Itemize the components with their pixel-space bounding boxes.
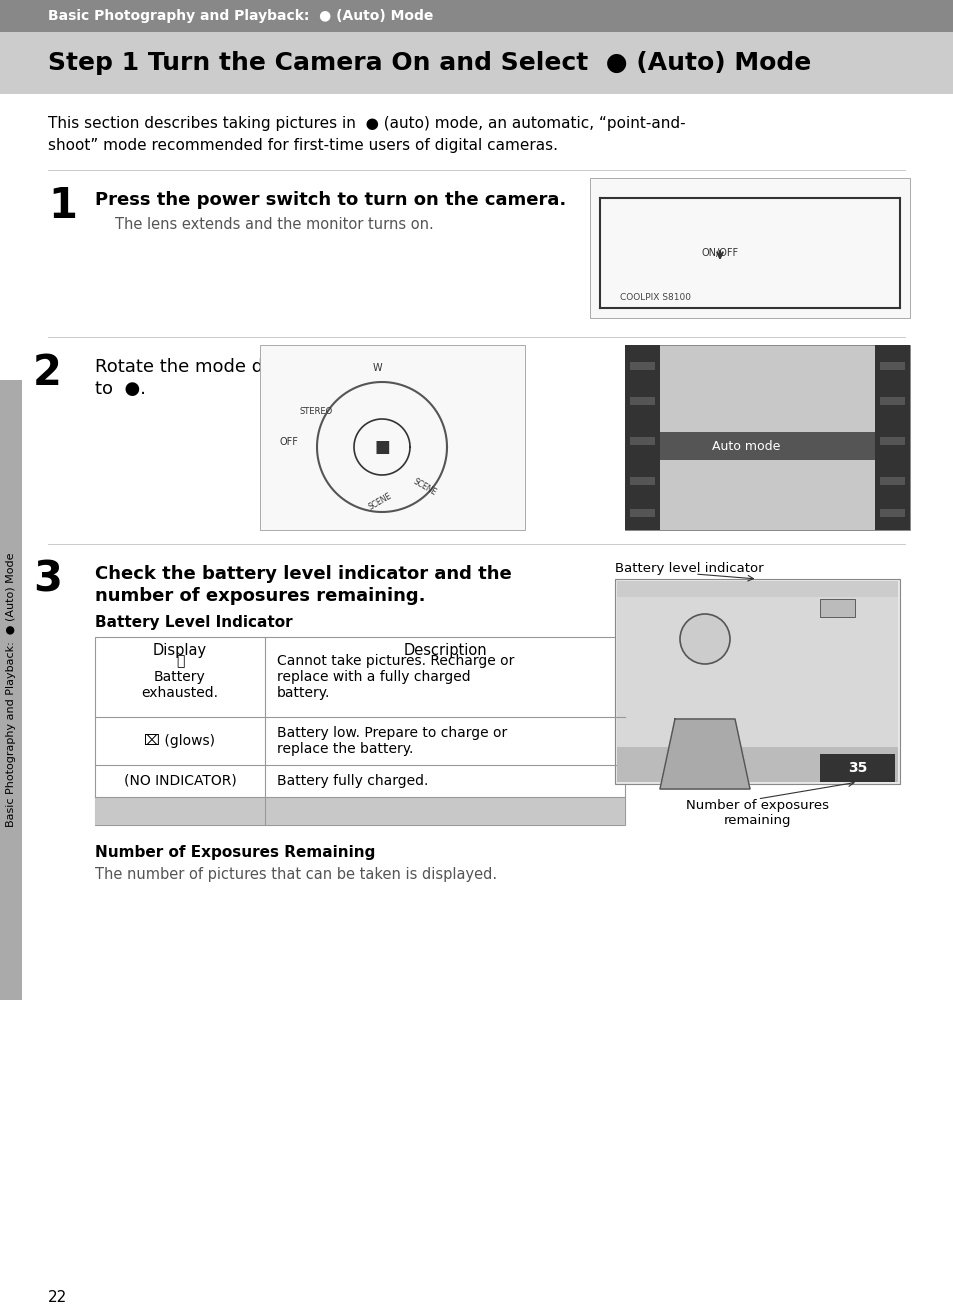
Text: Number of Exposures Remaining: Number of Exposures Remaining bbox=[95, 845, 375, 859]
Text: Battery level indicator: Battery level indicator bbox=[615, 562, 762, 576]
Text: 1: 1 bbox=[48, 185, 77, 227]
Bar bbox=[629, 438, 655, 445]
Text: Battery low. Prepare to charge or
replace the battery.: Battery low. Prepare to charge or replac… bbox=[276, 725, 507, 756]
Bar bbox=[879, 477, 904, 485]
Text: ⓘ
Battery
exhausted.: ⓘ Battery exhausted. bbox=[141, 654, 218, 700]
Text: OFF: OFF bbox=[280, 438, 298, 447]
Text: ⌧ (glows): ⌧ (glows) bbox=[144, 735, 215, 748]
Bar bbox=[879, 361, 904, 371]
Text: 35: 35 bbox=[847, 761, 867, 775]
Bar bbox=[879, 509, 904, 516]
Text: The lens extends and the monitor turns on.: The lens extends and the monitor turns o… bbox=[115, 217, 434, 233]
Bar bbox=[0, 0, 953, 32]
Bar bbox=[617, 581, 897, 782]
Bar bbox=[589, 177, 909, 318]
Bar bbox=[95, 798, 624, 825]
Text: Press the power switch to turn on the camera.: Press the power switch to turn on the ca… bbox=[95, 191, 566, 209]
Bar bbox=[629, 361, 655, 371]
Text: 22: 22 bbox=[48, 1290, 67, 1305]
Bar bbox=[874, 346, 909, 530]
Bar bbox=[615, 579, 899, 784]
Text: ■: ■ bbox=[374, 438, 390, 456]
Text: to  ●.: to ●. bbox=[95, 380, 146, 398]
Text: Description: Description bbox=[403, 644, 486, 658]
Bar bbox=[879, 438, 904, 445]
Bar bbox=[629, 397, 655, 405]
Text: SCENE: SCENE bbox=[367, 491, 393, 512]
Circle shape bbox=[679, 614, 729, 664]
Text: Check the battery level indicator and the: Check the battery level indicator and th… bbox=[95, 565, 511, 583]
Text: W: W bbox=[372, 363, 381, 373]
Bar bbox=[624, 346, 909, 530]
Text: This section describes taking pictures in  ● (auto) mode, an automatic, “point-a: This section describes taking pictures i… bbox=[48, 116, 685, 131]
Bar bbox=[629, 509, 655, 516]
Bar bbox=[659, 432, 874, 460]
Text: 2: 2 bbox=[33, 352, 62, 394]
Bar bbox=[629, 477, 655, 485]
Text: STEREO: STEREO bbox=[299, 407, 333, 417]
Bar bbox=[0, 32, 953, 95]
Bar bbox=[617, 746, 897, 782]
Text: 3: 3 bbox=[33, 558, 62, 600]
Bar bbox=[820, 599, 854, 618]
Text: Display: Display bbox=[152, 644, 207, 658]
Bar bbox=[260, 346, 524, 530]
Text: (NO INDICATOR): (NO INDICATOR) bbox=[124, 774, 236, 788]
Bar bbox=[0, 380, 22, 1000]
Text: Number of exposures
remaining: Number of exposures remaining bbox=[685, 799, 828, 827]
Polygon shape bbox=[659, 719, 749, 788]
Text: Cannot take pictures. Recharge or
replace with a fully charged
battery.: Cannot take pictures. Recharge or replac… bbox=[276, 654, 514, 700]
Text: Basic Photography and Playback:  ● (Auto) Mode: Basic Photography and Playback: ● (Auto)… bbox=[48, 9, 433, 24]
Text: COOLPIX S8100: COOLPIX S8100 bbox=[619, 293, 690, 302]
Text: Battery Level Indicator: Battery Level Indicator bbox=[95, 615, 293, 629]
Text: Step 1 Turn the Camera On and Select  ● (Auto) Mode: Step 1 Turn the Camera On and Select ● (… bbox=[48, 51, 810, 75]
Bar bbox=[624, 346, 659, 530]
Bar bbox=[879, 397, 904, 405]
Text: shoot” mode recommended for first-time users of digital cameras.: shoot” mode recommended for first-time u… bbox=[48, 138, 558, 152]
Text: Battery fully charged.: Battery fully charged. bbox=[276, 774, 428, 788]
Bar bbox=[617, 581, 897, 597]
Text: Auto mode: Auto mode bbox=[711, 439, 780, 452]
Text: Rotate the mode dial: Rotate the mode dial bbox=[95, 357, 284, 376]
Text: ON/OFF: ON/OFF bbox=[700, 248, 738, 258]
Bar bbox=[95, 637, 624, 825]
Text: Basic Photography and Playback:  ● (Auto) Mode: Basic Photography and Playback: ● (Auto)… bbox=[6, 553, 16, 828]
Text: SCENE: SCENE bbox=[412, 477, 438, 497]
Bar bbox=[820, 754, 894, 782]
Text: number of exposures remaining.: number of exposures remaining. bbox=[95, 587, 425, 604]
Text: The number of pictures that can be taken is displayed.: The number of pictures that can be taken… bbox=[95, 867, 497, 882]
